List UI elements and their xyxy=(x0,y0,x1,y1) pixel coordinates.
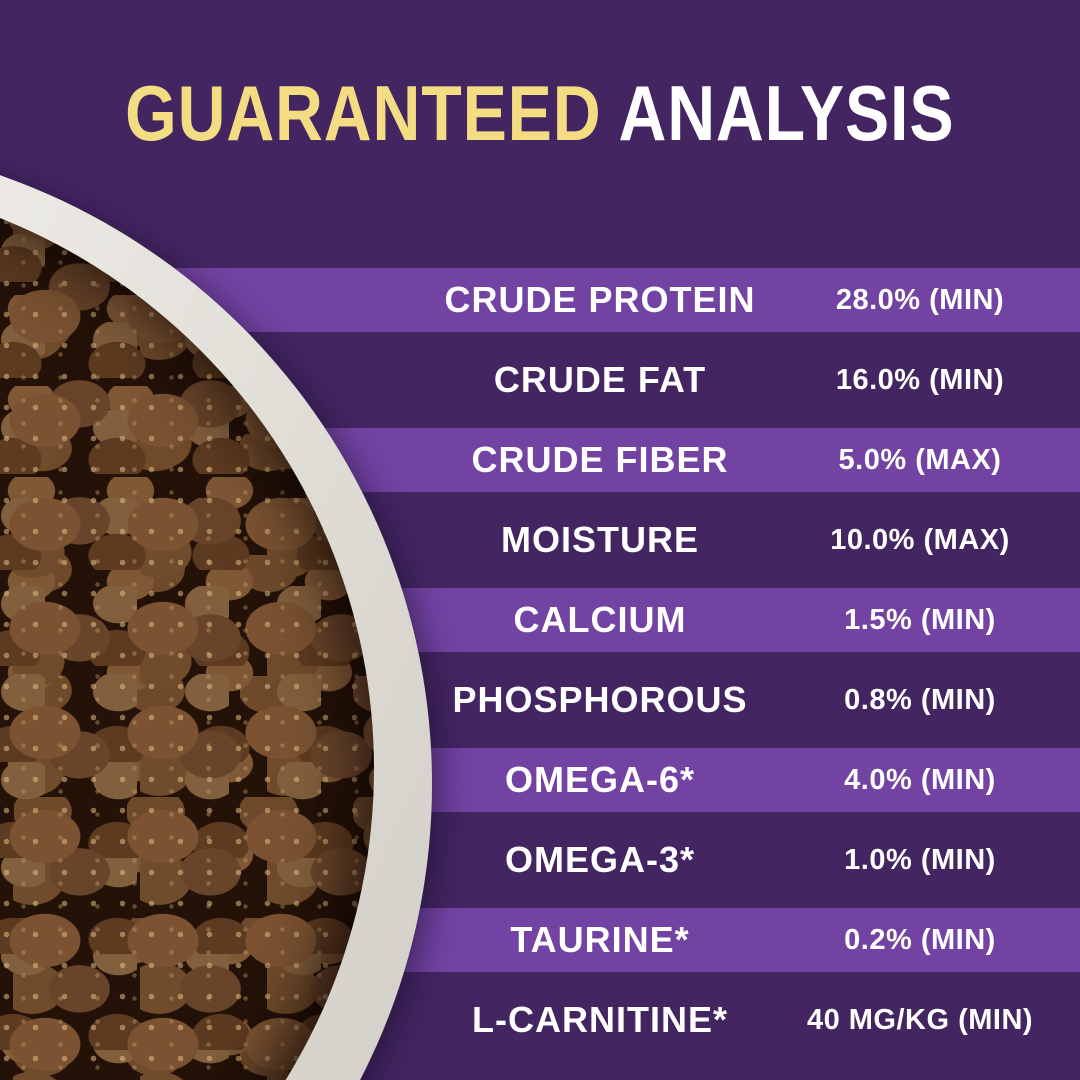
nutrient-value: 1.0% (MIN) xyxy=(844,843,996,876)
nutrient-value: 28.0% (MIN) xyxy=(835,283,1005,316)
table-row: CRUDE FAT 16.0% (MIN) xyxy=(0,340,1080,420)
nutrient-label: MOISTURE xyxy=(500,519,699,560)
nutrient-value: 5.0% (MAX) xyxy=(838,443,1002,476)
table-row: OMEGA-3* 1.0% (MIN) xyxy=(0,820,1080,900)
page-title: GUARANTEED ANALYSIS xyxy=(0,74,1080,152)
nutrient-label: CRUDE FIBER xyxy=(471,439,729,480)
nutrient-label: CALCIUM xyxy=(513,599,687,640)
table-row: L-CARNITINE* 40 MG/KG (MIN) xyxy=(0,980,1080,1060)
nutrient-label: CRUDE PROTEIN xyxy=(444,279,756,320)
title-rest: ANALYSIS xyxy=(618,69,955,157)
nutrient-value: 0.8% (MIN) xyxy=(844,683,996,716)
nutrient-value: 40 MG/KG (MIN) xyxy=(806,1003,1034,1036)
nutrient-label: L-CARNITINE* xyxy=(472,999,728,1040)
page-title-text: GUARANTEED ANALYSIS xyxy=(125,74,954,152)
table-row: MOISTURE 10.0% (MAX) xyxy=(0,500,1080,580)
nutrient-value: 10.0% (MAX) xyxy=(830,523,1010,556)
nutrient-label: OMEGA-3* xyxy=(504,839,696,880)
nutrient-value: 4.0% (MIN) xyxy=(844,763,996,796)
nutrient-label: OMEGA-6* xyxy=(504,759,696,800)
nutrient-label: TAURINE* xyxy=(510,919,690,960)
title-highlight: GUARANTEED xyxy=(125,69,602,157)
nutrient-label: PHOSPHOROUS xyxy=(452,679,748,720)
nutrient-value: 0.2% (MIN) xyxy=(844,923,996,956)
nutrient-value: 16.0% (MIN) xyxy=(835,363,1005,396)
nutrient-value: 1.5% (MIN) xyxy=(844,603,996,636)
table-row: PHOSPHOROUS 0.8% (MIN) xyxy=(0,660,1080,740)
nutrient-label: CRUDE FAT xyxy=(493,359,707,400)
